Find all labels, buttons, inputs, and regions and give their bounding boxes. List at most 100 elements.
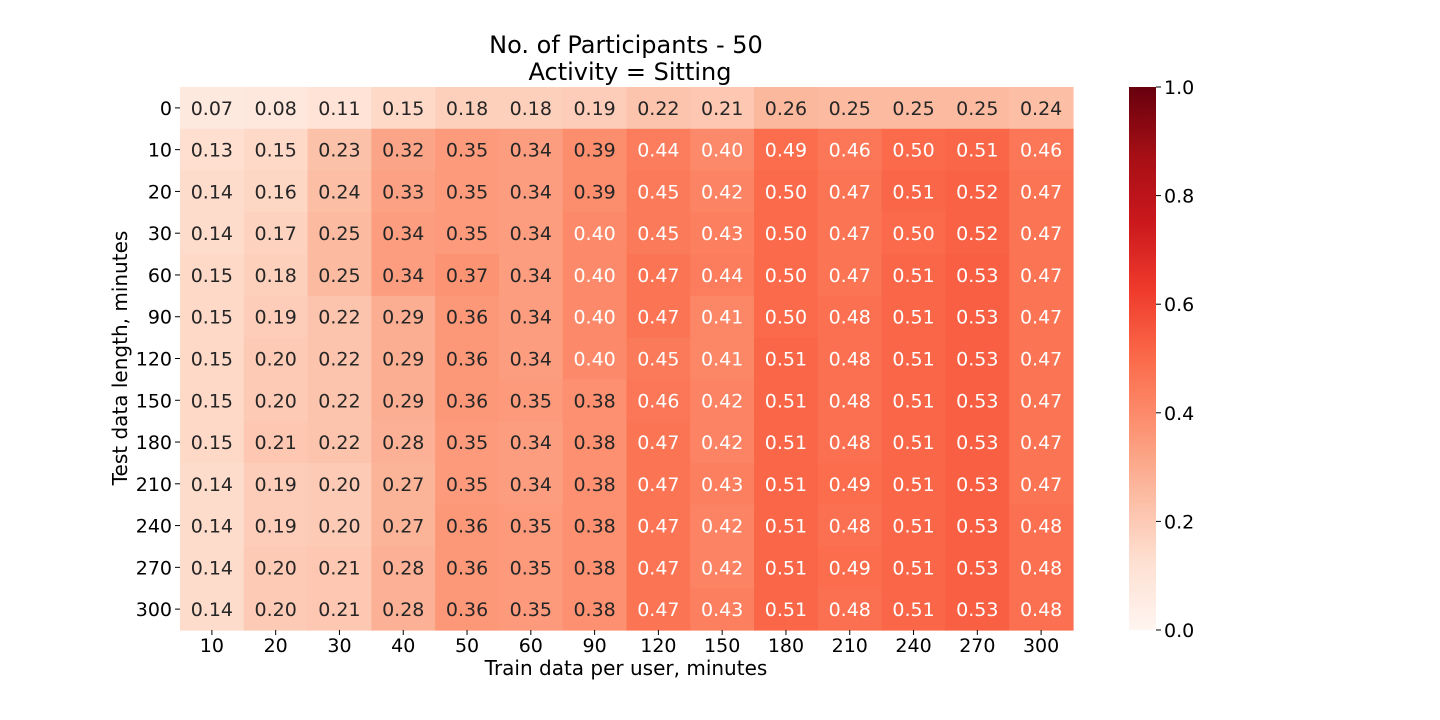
x-tick-label: 150 bbox=[704, 635, 740, 657]
heatmap-cell bbox=[243, 379, 309, 422]
heatmap-cell bbox=[498, 128, 564, 172]
heatmap-cell bbox=[435, 588, 500, 631]
cell-value-label: 0.46 bbox=[1020, 140, 1062, 162]
cell-value-label: 0.51 bbox=[892, 349, 934, 371]
heatmap-cell bbox=[562, 337, 628, 380]
heatmap-cell bbox=[435, 379, 500, 422]
cell-value-label: 0.19 bbox=[255, 516, 297, 538]
heatmap-cell bbox=[435, 87, 500, 130]
heatmap-cell bbox=[498, 212, 564, 255]
cell-value-label: 0.38 bbox=[573, 390, 615, 412]
colorbar-tick-label: 0.8 bbox=[1164, 186, 1194, 208]
heatmap-cell bbox=[817, 337, 883, 380]
heatmap-cell bbox=[817, 128, 883, 172]
cell-value-label: 0.17 bbox=[255, 223, 297, 245]
heatmap-cell bbox=[243, 254, 309, 297]
cell-value-label: 0.22 bbox=[318, 307, 360, 329]
heatmap-cell bbox=[945, 254, 1010, 297]
cell-value-label: 0.43 bbox=[701, 474, 743, 496]
cell-value-label: 0.49 bbox=[829, 557, 871, 579]
cell-value-label: 0.22 bbox=[318, 349, 360, 371]
heatmap-cell bbox=[817, 421, 883, 464]
cell-value-label: 0.11 bbox=[318, 98, 360, 120]
cell-value-label: 0.47 bbox=[637, 432, 679, 454]
cell-value-label: 0.39 bbox=[573, 181, 615, 203]
cell-value-label: 0.14 bbox=[191, 516, 233, 538]
cell-value-label: 0.29 bbox=[382, 307, 424, 329]
cell-value-label: 0.42 bbox=[701, 557, 743, 579]
cell-value-label: 0.50 bbox=[892, 223, 934, 245]
cell-value-label: 0.34 bbox=[510, 474, 552, 496]
chart-title-line-1: No. of Participants - 50 bbox=[489, 31, 763, 59]
cell-value-label: 0.51 bbox=[765, 432, 807, 454]
heatmap-cell bbox=[371, 379, 436, 422]
chart-title-line-2: Activity = Sitting bbox=[529, 58, 732, 86]
x-tick-label: 180 bbox=[768, 635, 804, 657]
heatmap-cell bbox=[371, 87, 436, 130]
cell-value-label: 0.37 bbox=[446, 265, 488, 287]
heatmap-cell bbox=[945, 504, 1010, 548]
cell-value-label: 0.14 bbox=[191, 474, 233, 496]
heatmap-cell bbox=[626, 128, 691, 172]
heatmap-cell bbox=[180, 504, 245, 548]
heatmap-cell bbox=[945, 546, 1010, 589]
heatmap-cell bbox=[945, 295, 1010, 339]
heatmap-cell bbox=[243, 170, 309, 213]
x-tick-label: 300 bbox=[1023, 635, 1059, 657]
heatmap-cell bbox=[1009, 87, 1074, 130]
y-axis-ticks: 0 10 20 30 60 90 120 150 180 210 240 270 300 bbox=[136, 98, 180, 621]
y-tick-label: 90 bbox=[148, 307, 172, 329]
heatmap-cell bbox=[180, 212, 245, 255]
cell-value-label: 0.15 bbox=[191, 349, 233, 371]
heatmap-cell bbox=[371, 462, 436, 506]
colorbar-tick-label: 0.4 bbox=[1164, 403, 1194, 425]
cell-value-label: 0.14 bbox=[191, 223, 233, 245]
y-tick-label: 270 bbox=[136, 557, 172, 579]
heatmap-cell bbox=[626, 295, 691, 339]
heatmap-cell bbox=[881, 337, 947, 380]
heatmap-cell bbox=[754, 212, 819, 255]
heatmap-cell bbox=[243, 87, 309, 130]
cell-value-label: 0.52 bbox=[956, 181, 998, 203]
colorbar bbox=[1129, 87, 1156, 630]
heatmap-cell bbox=[307, 421, 372, 464]
cell-value-label: 0.36 bbox=[446, 307, 488, 329]
cell-value-label: 0.53 bbox=[956, 349, 998, 371]
cell-value-label: 0.35 bbox=[510, 516, 552, 538]
cell-value-label: 0.16 bbox=[255, 181, 297, 203]
x-tick-label: 30 bbox=[327, 635, 351, 657]
heatmap-cell bbox=[243, 546, 309, 589]
cell-value-label: 0.34 bbox=[382, 265, 424, 287]
cell-value-label: 0.48 bbox=[829, 307, 871, 329]
cell-value-label: 0.40 bbox=[573, 307, 615, 329]
heatmap-cell bbox=[881, 462, 947, 506]
y-tick-label: 30 bbox=[148, 223, 172, 245]
cell-value-label: 0.53 bbox=[956, 432, 998, 454]
cell-value-label: 0.43 bbox=[701, 223, 743, 245]
cell-value-label: 0.47 bbox=[1020, 474, 1062, 496]
cell-value-label: 0.08 bbox=[255, 98, 297, 120]
heatmap-cell bbox=[1009, 421, 1074, 464]
heatmap-cell bbox=[435, 170, 500, 213]
heatmap-cell bbox=[307, 504, 372, 548]
heatmap-cell bbox=[817, 504, 883, 548]
colorbar-tick-label: 0.6 bbox=[1164, 294, 1194, 316]
cell-value-label: 0.53 bbox=[956, 390, 998, 412]
cell-value-label: 0.40 bbox=[701, 140, 743, 162]
cell-value-label: 0.15 bbox=[191, 265, 233, 287]
heatmap-cell bbox=[754, 254, 819, 297]
heatmap-cell bbox=[435, 421, 500, 464]
heatmap-cell bbox=[817, 212, 883, 255]
heatmap-cell bbox=[307, 212, 372, 255]
heatmap-cell bbox=[243, 588, 309, 631]
y-tick-label: 120 bbox=[136, 349, 172, 371]
heatmap-cell bbox=[754, 337, 819, 380]
heatmap-cell bbox=[307, 588, 372, 631]
heatmap-cell bbox=[881, 379, 947, 422]
heatmap-cell bbox=[371, 588, 436, 631]
heatmap-cell bbox=[945, 421, 1010, 464]
heatmap-cell bbox=[754, 504, 819, 548]
heatmap-cell bbox=[180, 588, 245, 631]
heatmap-cell bbox=[371, 212, 436, 255]
heatmap-cell bbox=[690, 588, 755, 631]
